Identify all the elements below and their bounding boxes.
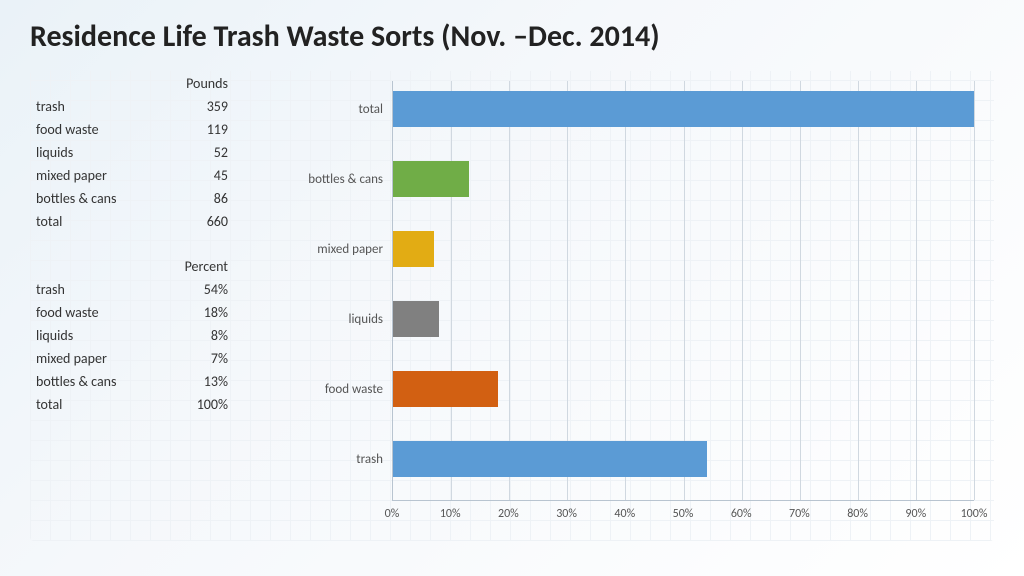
x-tick-label: 60%	[731, 507, 752, 521]
pounds-table: Pounds trash359food waste119liquids52mix…	[30, 71, 290, 234]
bar	[393, 91, 974, 127]
table-row: trash359	[32, 96, 288, 117]
table-row: total660	[32, 211, 288, 232]
table-row: food waste119	[32, 119, 288, 140]
row-label: trash	[32, 96, 172, 117]
bar	[393, 371, 498, 407]
row-value: 13%	[174, 371, 288, 392]
table-row: bottles & cans13%	[32, 371, 288, 392]
row-value: 119	[174, 119, 288, 140]
row-value: 8%	[174, 325, 288, 346]
bar	[393, 161, 469, 197]
row-label: bottles & cans	[32, 371, 172, 392]
bar-row: liquids	[393, 301, 974, 337]
bar-label: liquids	[348, 312, 393, 327]
row-label: food waste	[32, 119, 172, 140]
bar	[393, 301, 439, 337]
grid-line	[451, 81, 452, 500]
row-value: 86	[174, 188, 288, 209]
row-value: 45	[174, 165, 288, 186]
slide-title: Residence Life Trash Waste Sorts (Nov. –…	[30, 18, 994, 55]
row-label: bottles & cans	[32, 188, 172, 209]
bar-row: food waste	[393, 371, 974, 407]
grid-line	[567, 81, 568, 500]
bar-label: bottles & cans	[308, 172, 393, 187]
bar-row: total	[393, 91, 974, 127]
row-value: 18%	[174, 302, 288, 323]
row-label: total	[32, 211, 172, 232]
x-tick-label: 80%	[847, 507, 868, 521]
grid-line	[684, 81, 685, 500]
bar	[393, 231, 434, 267]
table-row: liquids8%	[32, 325, 288, 346]
row-value: 52	[174, 142, 288, 163]
data-tables: Pounds trash359food waste119liquids52mix…	[30, 71, 290, 541]
bar-label: total	[359, 102, 394, 117]
row-value: 54%	[174, 279, 288, 300]
percent-table: Percent trash54%food waste18%liquids8%mi…	[30, 254, 290, 417]
row-label: mixed paper	[32, 348, 172, 369]
row-label: total	[32, 394, 172, 415]
x-tick-label: 20%	[498, 507, 519, 521]
row-value: 7%	[174, 348, 288, 369]
bar-row: bottles & cans	[393, 161, 974, 197]
bar-chart: total bottles & cans mixed paper liquids foo…	[302, 71, 994, 541]
grid-line	[800, 81, 801, 500]
x-tick-label: 50%	[673, 507, 694, 521]
x-tick-label: 0%	[385, 507, 400, 521]
table-row: mixed paper45	[32, 165, 288, 186]
x-tick-label: 10%	[440, 507, 461, 521]
bar	[393, 441, 707, 477]
grid-line	[858, 81, 859, 500]
grid-line	[509, 81, 510, 500]
row-label: liquids	[32, 142, 172, 163]
bar-row: mixed paper	[393, 231, 974, 267]
grid-line	[625, 81, 626, 500]
bar-row: trash	[393, 441, 974, 477]
row-value: 660	[174, 211, 288, 232]
grid-line	[974, 81, 975, 500]
row-label: trash	[32, 279, 172, 300]
x-tick-label: 70%	[789, 507, 810, 521]
table-row: trash54%	[32, 279, 288, 300]
table-row: food waste18%	[32, 302, 288, 323]
content-area: Pounds trash359food waste119liquids52mix…	[30, 71, 994, 541]
table-row: total100%	[32, 394, 288, 415]
x-tick-label: 40%	[614, 507, 635, 521]
bar-label: mixed paper	[317, 242, 393, 257]
grid-line	[742, 81, 743, 500]
table-row: mixed paper7%	[32, 348, 288, 369]
chart-plot-area: total bottles & cans mixed paper liquids foo…	[392, 81, 974, 501]
x-tick-label: 90%	[905, 507, 926, 521]
row-label: liquids	[32, 325, 172, 346]
row-value: 100%	[174, 394, 288, 415]
x-tick-label: 30%	[556, 507, 577, 521]
chart-x-axis: 0%10%20%30%40%50%60%70%80%90%100%	[392, 501, 974, 531]
x-tick-label: 100%	[961, 507, 988, 521]
grid-line	[916, 81, 917, 500]
row-label: food waste	[32, 302, 172, 323]
table-row: liquids52	[32, 142, 288, 163]
bar-label: trash	[356, 452, 393, 467]
row-label: mixed paper	[32, 165, 172, 186]
bar-label: food waste	[325, 382, 393, 397]
row-value: 359	[174, 96, 288, 117]
table-row: bottles & cans86	[32, 188, 288, 209]
